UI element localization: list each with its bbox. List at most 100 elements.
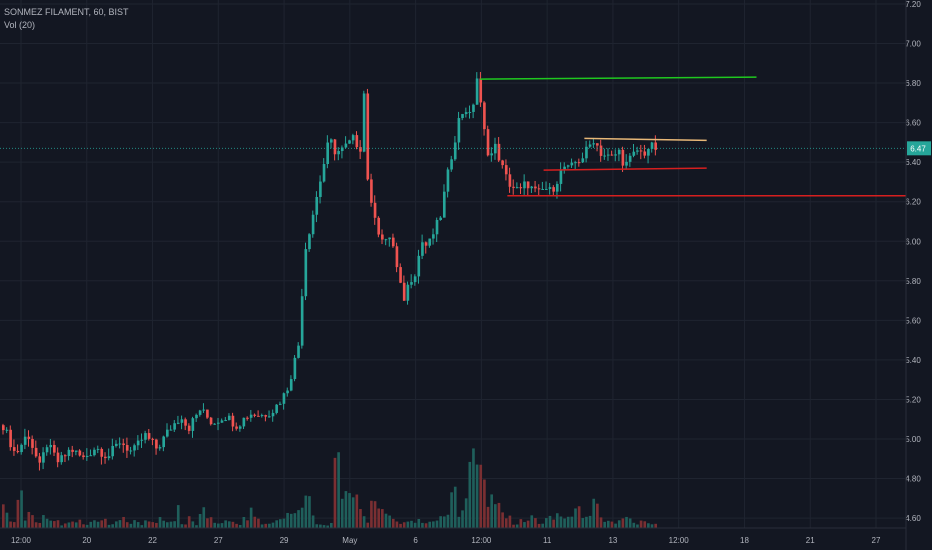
candle-body (508, 174, 512, 187)
volume-bar (282, 518, 286, 528)
candle-body (78, 450, 82, 456)
candle-body (432, 234, 435, 239)
candle-body (610, 154, 614, 156)
candle-body (264, 415, 268, 417)
candle-body (133, 445, 136, 451)
volume-bar (337, 452, 340, 528)
volume-bar (548, 515, 552, 528)
x-tick-label: 12:00 (11, 536, 32, 545)
candle-body (439, 217, 442, 220)
candle-body (136, 440, 140, 446)
candle-body (198, 410, 202, 415)
candle-body (311, 214, 315, 235)
grid (0, 0, 906, 528)
volume-bar (606, 520, 610, 528)
candle-body (31, 438, 34, 448)
candle-body (300, 296, 304, 346)
candle-body (632, 151, 636, 156)
volume-bar (31, 515, 34, 528)
y-tick-label: 6.80 (905, 79, 921, 88)
volume-bar (628, 518, 632, 528)
y-tick-label: 6.00 (905, 237, 921, 246)
candle-body (235, 426, 238, 429)
volume-bar (289, 513, 293, 528)
volume-bar (384, 513, 388, 528)
volume-bar (461, 510, 464, 528)
volume-bar (144, 520, 147, 528)
candle-body (96, 448, 100, 450)
candle-body (381, 234, 384, 240)
volume-bar (563, 518, 566, 528)
volume-bar (238, 524, 242, 528)
volume-bar (650, 524, 654, 528)
candle-body (297, 345, 300, 358)
candle-body (333, 139, 337, 155)
volume-bar (242, 516, 246, 528)
candle-body (596, 143, 599, 146)
candle-body (176, 422, 180, 424)
volume-bar (373, 501, 377, 528)
volume-bar (82, 524, 85, 528)
volume-bar (136, 522, 140, 528)
volume-bar (286, 512, 289, 528)
volume-bar (12, 522, 16, 528)
candle-body (603, 155, 606, 157)
volume-bar (599, 517, 603, 528)
volume-bar (271, 522, 275, 528)
volume-bar (483, 479, 486, 528)
candle-body (118, 443, 122, 445)
candle-body (388, 237, 391, 240)
candle-body (413, 276, 417, 283)
volume-bar (330, 522, 333, 528)
volume-bar (592, 498, 596, 528)
candle-body (104, 456, 107, 459)
volume-bar (348, 493, 351, 528)
volume-bar (173, 521, 176, 528)
volume-bar (402, 522, 406, 528)
volume-bar (275, 520, 278, 528)
candle-body (435, 219, 439, 235)
volume-bar (333, 457, 337, 528)
candle-body (34, 447, 38, 457)
y-tick-label: 6.60 (905, 119, 921, 128)
candle-body (650, 142, 654, 149)
candle-body (5, 429, 9, 431)
candle-body (147, 433, 151, 439)
candle-body (541, 188, 545, 190)
volume-bar (432, 521, 435, 528)
candle-body (384, 239, 388, 241)
volume-indicator-label: Vol (20) (4, 20, 36, 30)
volume-bar (224, 520, 227, 528)
candle-body (227, 415, 231, 421)
candle-body (395, 246, 399, 268)
drawn-lines (0, 76, 906, 197)
candle-body (530, 186, 534, 189)
volume-bar (235, 523, 238, 528)
volume-bar (494, 504, 497, 528)
volume-bar (504, 518, 508, 528)
candle-body (570, 162, 574, 166)
volume-bar (169, 521, 173, 528)
volume-bar (42, 515, 45, 528)
volume-bar (107, 524, 111, 528)
candle-body (71, 449, 74, 452)
volume-bar (202, 507, 206, 528)
volume-bar (421, 522, 424, 528)
x-tick-label: 27 (872, 536, 881, 545)
volume-bar (38, 522, 42, 528)
volume-bar (129, 523, 133, 528)
volume-bar (559, 516, 563, 528)
volume-bar (574, 508, 577, 528)
volume-bar (2, 504, 5, 528)
volume-bar (264, 523, 268, 528)
volume-bar (428, 521, 432, 528)
candle-body (111, 445, 114, 457)
candle-body (23, 436, 27, 445)
candle-body (275, 404, 278, 413)
volume-bar (304, 495, 308, 528)
x-tick-label: 12:00 (669, 536, 690, 545)
candle-body (512, 186, 515, 188)
candle-body (617, 149, 621, 155)
candle-body (38, 456, 42, 463)
volume-bar (435, 520, 439, 528)
